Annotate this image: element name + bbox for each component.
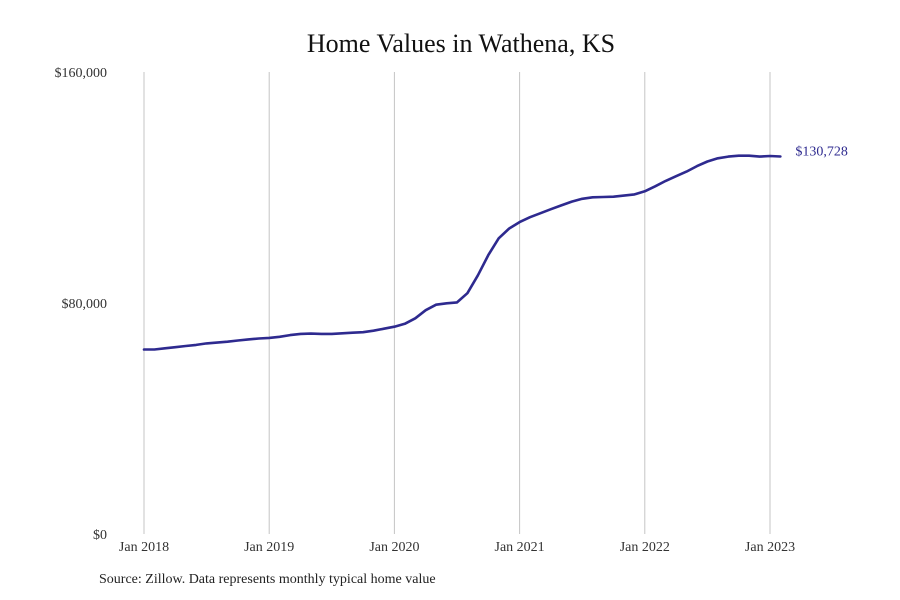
x-axis-ticks: Jan 2018 Jan 2019 Jan 2020 Jan 2021 Jan 2022… [119, 540, 795, 555]
x-tick-label: Jan 2022 [620, 540, 670, 555]
x-tick-label: Jan 2020 [369, 540, 419, 555]
home-value-line [142, 154, 782, 351]
series-layer [142, 154, 782, 351]
y-tick-label: $160,000 [55, 66, 108, 81]
x-tick-label: Jan 2019 [244, 540, 294, 555]
x-tick-label: Jan 2021 [495, 540, 545, 555]
chart-title: Home Values in Wathena, KS [307, 29, 615, 58]
last-value-label: $130,728 [795, 145, 848, 160]
y-axis-ticks: $0 $80,000 $160,000 [55, 66, 108, 543]
x-tick-label: Jan 2018 [119, 540, 169, 555]
x-tick-label: Jan 2023 [745, 540, 795, 555]
y-tick-label: $0 [93, 528, 107, 543]
y-tick-label: $80,000 [62, 297, 108, 312]
source-note: Source: Zillow. Data represents monthly … [99, 572, 436, 587]
grid-lines [143, 72, 771, 534]
